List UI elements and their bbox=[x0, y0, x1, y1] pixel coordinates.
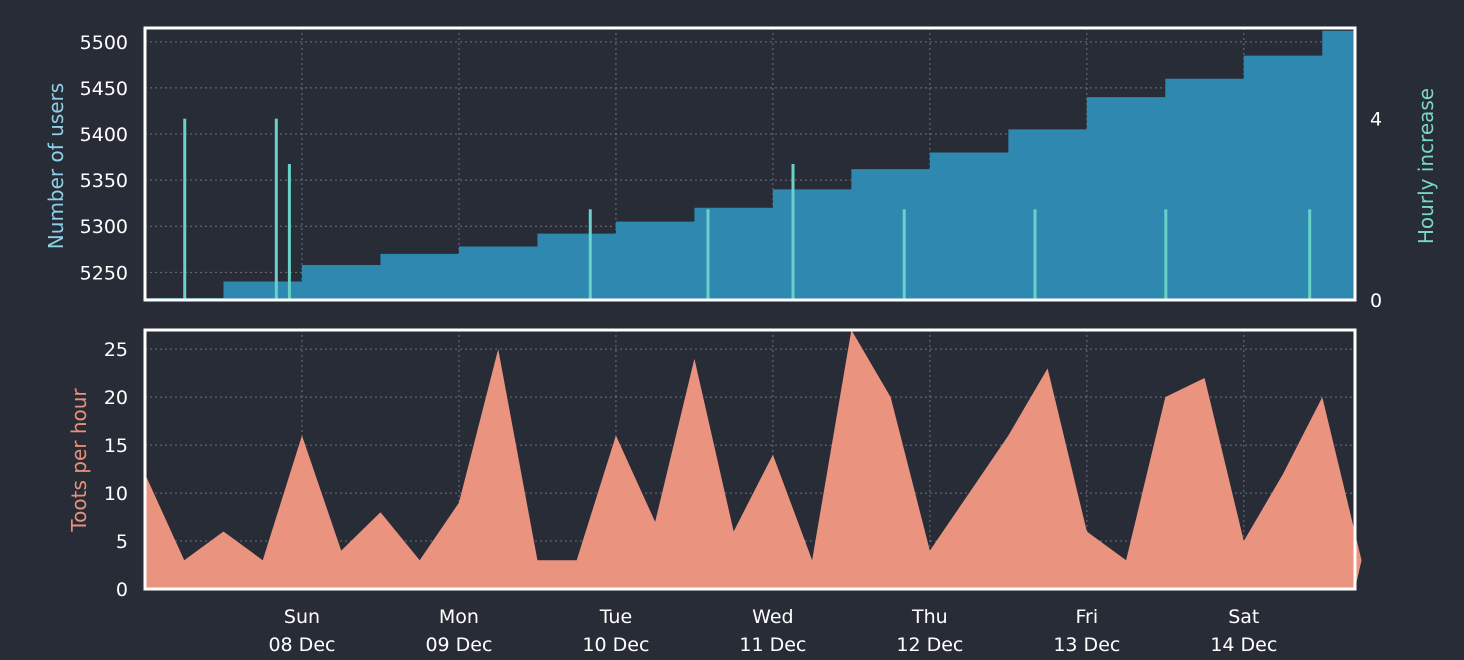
x-tick-day: Mon bbox=[439, 606, 479, 628]
hourly-y-ticks: 04 bbox=[1370, 109, 1382, 312]
hourly-increase-bar bbox=[183, 118, 187, 301]
x-tick-date: 12 Dec bbox=[896, 634, 963, 656]
users-y-tick: 5450 bbox=[80, 78, 128, 100]
users-y-tick: 5250 bbox=[80, 262, 128, 284]
users-y-tick: 5500 bbox=[80, 32, 128, 54]
hourly-increase-bar bbox=[588, 209, 592, 300]
x-tick-date: 10 Dec bbox=[582, 634, 649, 656]
x-tick-date: 09 Dec bbox=[425, 634, 492, 656]
users-y-tick: 5400 bbox=[80, 124, 128, 146]
hourly-increase-bar bbox=[1164, 209, 1168, 300]
x-tick-day: Thu bbox=[911, 606, 948, 628]
toots-area-series bbox=[145, 330, 1362, 589]
hourly-increase-bar bbox=[1033, 209, 1037, 300]
users-area-series bbox=[145, 30, 1355, 300]
hourly-y-axis-title: Hourly increase bbox=[1414, 88, 1438, 244]
toots-y-tick: 25 bbox=[104, 339, 128, 361]
toots-panel: 0 5 10 15 20 25 Toots per hour bbox=[67, 328, 1362, 601]
toots-y-tick: 10 bbox=[104, 483, 128, 505]
users-panel-frame bbox=[143, 26, 1357, 302]
toots-y-axis-title: Toots per hour bbox=[67, 388, 91, 533]
x-tick-date: 08 Dec bbox=[268, 634, 335, 656]
x-tick-date: 11 Dec bbox=[739, 634, 806, 656]
x-tick-day: Wed bbox=[752, 606, 793, 628]
toots-y-ticks: 0 5 10 15 20 25 bbox=[104, 339, 128, 601]
hourly-increase-series bbox=[183, 118, 1312, 301]
toots-y-tick: 20 bbox=[104, 387, 128, 409]
x-axis-ticks: Sun 08 Dec Mon 09 Dec Tue 10 Dec Wed 11 Dec Thu 1… bbox=[268, 606, 1277, 656]
users-y-ticks: 5250 5300 5350 5400 5450 5500 bbox=[80, 32, 128, 285]
x-tick-day: Sun bbox=[284, 606, 320, 628]
x-tick-date: 14 Dec bbox=[1210, 634, 1277, 656]
toots-panel-frame bbox=[143, 328, 1357, 591]
toots-y-tick: 15 bbox=[104, 435, 128, 457]
hourly-increase-bar bbox=[1308, 209, 1312, 300]
hourly-increase-bar bbox=[706, 209, 710, 300]
users-y-tick: 5350 bbox=[80, 170, 128, 192]
x-tick-day: Fri bbox=[1076, 606, 1099, 628]
hourly-increase-bar bbox=[274, 118, 278, 301]
toots-y-tick: 5 bbox=[116, 531, 128, 553]
x-tick-day: Tue bbox=[599, 606, 632, 628]
x-tick-day: Sat bbox=[1228, 606, 1259, 628]
hourly-y-tick: 4 bbox=[1370, 109, 1382, 131]
users-y-tick: 5300 bbox=[80, 216, 128, 238]
x-tick-date: 13 Dec bbox=[1053, 634, 1120, 656]
hourly-increase-bar bbox=[902, 209, 906, 300]
users-y-axis-title: Number of users bbox=[44, 83, 68, 249]
hourly-increase-bar bbox=[791, 164, 795, 300]
hourly-y-tick: 0 bbox=[1370, 290, 1382, 312]
toots-y-tick: 0 bbox=[116, 579, 128, 601]
hourly-increase-bar bbox=[287, 164, 291, 300]
